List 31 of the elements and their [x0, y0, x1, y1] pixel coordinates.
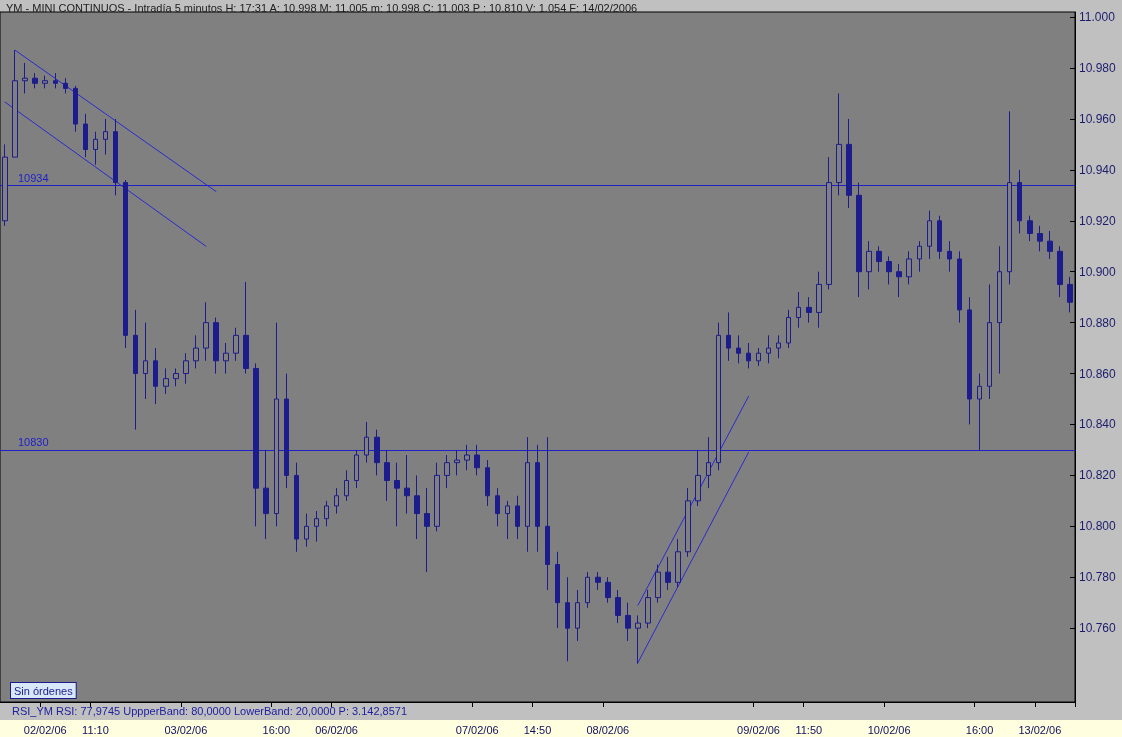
y-tick-label: 10.800 — [1079, 519, 1117, 534]
y-tick-label: 10.860 — [1079, 366, 1117, 381]
ref-line-label: 10934 — [18, 171, 49, 184]
x-tick-label: 11:50 — [795, 723, 823, 736]
x-tick-label: 16:00 — [262, 723, 291, 736]
x-tick-label: 02/02/06 — [23, 723, 67, 736]
y-tick-label: 10.940 — [1079, 162, 1117, 177]
y-tick-label: 10.840 — [1079, 417, 1117, 432]
x-tick-label: 08/02/06 — [586, 723, 630, 736]
y-tick-label: 11.000 — [1079, 10, 1116, 25]
chart-title: YM - MINI CONTINUOS - Intradía 5 minutos H: 17:31 A: 10.998 M: 11.005 m: 10.998 C: 11.003 P : 10.810 V: 1.054 F: 14/02/2006 — [6, 1, 638, 14]
x-tick-label: 13/02/06 — [1018, 723, 1062, 736]
x-tick-label: 03/02/06 — [164, 723, 208, 736]
x-tick-label: 14:50 — [523, 723, 552, 736]
y-tick-label: 10.980 — [1079, 61, 1117, 76]
text: RSI_YM RSI: 77,9745 UppperBand: 80,0000 LowerBand: 20,0000 P: 3.142,8571 — [12, 704, 408, 717]
x-tick-label: 10/02/06 — [867, 723, 911, 736]
annotation: Sin órdenes — [14, 684, 74, 697]
x-tick-label: 06/02/06 — [315, 723, 358, 736]
x-tick-label: 09/02/06 — [737, 723, 780, 736]
y-tick-label: 10.900 — [1079, 264, 1117, 279]
y-tick-label: 10.820 — [1079, 468, 1117, 483]
y-tick-label: 10.760 — [1079, 621, 1117, 636]
y-tick-label: 10.920 — [1079, 213, 1117, 228]
y-tick-label: 10.960 — [1079, 111, 1117, 126]
x-tick-label: 11:10 — [82, 723, 109, 736]
ref-line-label: 10830 — [18, 436, 49, 449]
y-tick-label: 10.880 — [1079, 315, 1117, 330]
x-tick-label: 16:00 — [965, 723, 994, 736]
x-tick-label: 07/02/06 — [455, 723, 499, 736]
y-tick-label: 10.780 — [1079, 570, 1117, 585]
